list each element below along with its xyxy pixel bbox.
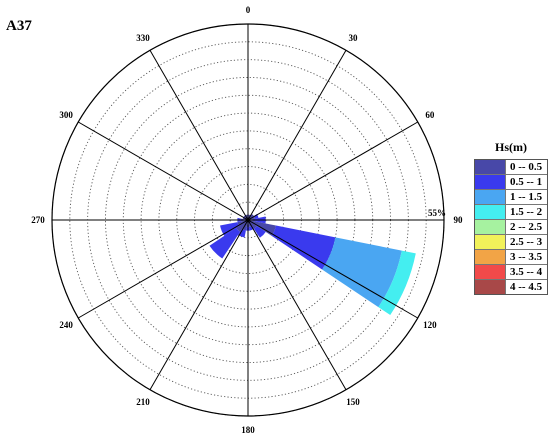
angle-tick-label: 330 xyxy=(136,33,150,43)
angle-tick-label: 150 xyxy=(346,397,360,407)
sector-bar xyxy=(253,225,266,238)
sector-bar xyxy=(322,237,402,308)
angle-tick-label: 60 xyxy=(425,110,435,120)
sector-bar xyxy=(253,214,259,219)
legend-label: 3 -- 3.5 xyxy=(510,251,543,263)
angle-tick-labels: 0 30 60 90 120 150 180 210 240 270 300 330 xyxy=(31,5,463,435)
sector-bar xyxy=(271,225,336,270)
angle-spoke xyxy=(149,50,347,390)
sector-bars xyxy=(209,214,416,316)
panel-label: A37 xyxy=(6,18,32,34)
legend-swatch xyxy=(475,190,506,204)
legend-label: 0.5 -- 1 xyxy=(510,176,543,188)
angle-tick-label: 210 xyxy=(136,397,150,407)
sector-bar xyxy=(378,250,416,316)
sector-bar xyxy=(220,222,240,236)
angle-tick-label: 0 xyxy=(246,5,251,15)
legend-swatch xyxy=(475,220,506,234)
legend-label: 4 -- 4.5 xyxy=(510,281,543,293)
outer-circle xyxy=(51,23,445,417)
legend-label: 3.5 -- 4 xyxy=(510,266,543,278)
angle-spokes xyxy=(52,24,444,416)
legend-box: 0 -- 0.5 0.5 -- 1 1 -- 1.5 1.5 -- 2 2 -- 2.5… xyxy=(474,159,548,295)
legend-item: 1.5 -- 2 xyxy=(475,205,547,220)
angle-tick-label: 30 xyxy=(349,33,359,43)
legend-swatch xyxy=(475,265,506,279)
legend-item: 3.5 -- 4 xyxy=(475,265,547,280)
legend-label: 2.5 -- 3 xyxy=(510,236,543,248)
legend-item: 1 -- 1.5 xyxy=(475,190,547,205)
legend: Hs(m) 0 -- 0.5 0.5 -- 1 1 -- 1.5 1.5 -- 2 2 … xyxy=(474,140,548,295)
legend-label: 0 -- 0.5 xyxy=(510,161,543,173)
sector-bar xyxy=(249,225,254,231)
legend-item: 0 -- 0.5 xyxy=(475,160,547,175)
sector-bar xyxy=(248,214,254,220)
legend-item: 3 -- 3.5 xyxy=(475,250,547,265)
angle-tick-label: 270 xyxy=(31,215,45,225)
angle-tick-label: 300 xyxy=(59,110,73,120)
legend-item: 4 -- 4.5 xyxy=(475,280,547,294)
legend-item: 2 -- 2.5 xyxy=(475,220,547,235)
angle-tick-label: 120 xyxy=(423,320,437,330)
legend-swatch xyxy=(475,160,506,174)
legend-title: Hs(m) xyxy=(495,140,527,154)
legend-label: 1.5 -- 2 xyxy=(510,206,543,218)
legend-item: 0.5 -- 1 xyxy=(475,175,547,190)
radial-max-label: 55% xyxy=(428,208,446,218)
angle-tick-label: 180 xyxy=(241,425,255,435)
legend-swatch xyxy=(475,235,506,249)
legend-swatch xyxy=(475,250,506,264)
sector-bar xyxy=(236,220,248,232)
sector-bar xyxy=(209,227,241,259)
angle-tick-label: 90 xyxy=(454,215,464,225)
legend-swatch xyxy=(475,205,506,219)
legend-item: 2.5 -- 3 xyxy=(475,235,547,250)
legend-label: 1 -- 1.5 xyxy=(510,191,543,203)
angle-tick-label: 240 xyxy=(59,320,73,330)
sector-bar xyxy=(248,220,257,229)
sector-bar xyxy=(238,228,246,238)
legend-swatch xyxy=(475,280,506,294)
legend-swatch xyxy=(475,175,506,189)
legend-label: 2 -- 2.5 xyxy=(510,221,543,233)
